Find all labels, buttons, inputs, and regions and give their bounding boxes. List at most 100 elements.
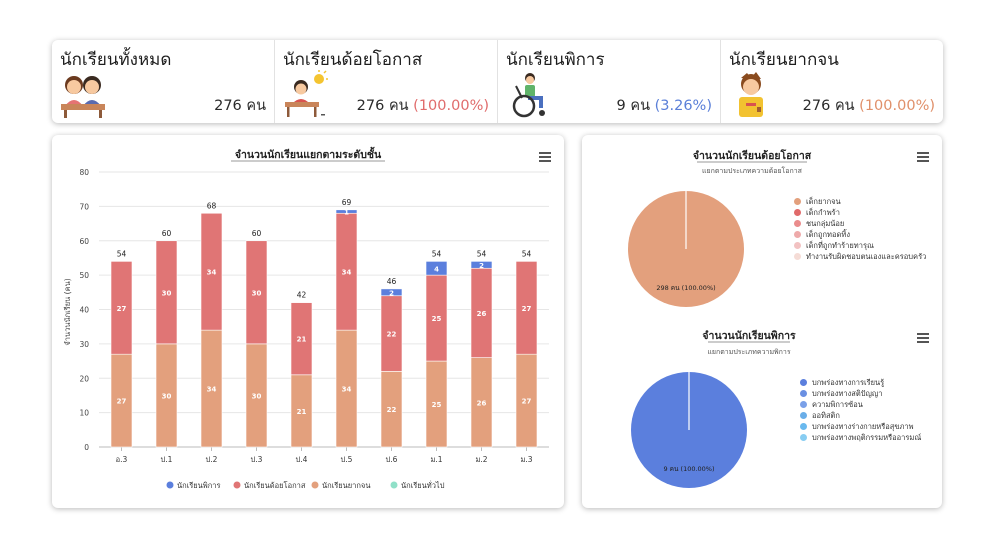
legend-swatch: [233, 481, 241, 489]
bar-data-label: 34: [207, 386, 217, 394]
legend-swatch: [794, 209, 801, 216]
legend-item[interactable]: นักเรียนพิการ: [166, 481, 221, 490]
bar-data-label: 2: [479, 262, 484, 270]
legend-swatch: [794, 220, 801, 227]
legend-item[interactable]: ทำงานรับผิดชอบตนเองและครอบครัว: [794, 251, 926, 262]
bar-legend[interactable]: นักเรียนพิการ นักเรียนด้อยโอกาส นักเรียนยา…: [166, 480, 445, 490]
stat-title: นักเรียนยากจน: [729, 50, 839, 70]
legend-item[interactable]: นักเรียนยากจน: [311, 481, 371, 490]
bar-data-label: 25: [432, 315, 442, 323]
legend-item[interactable]: บกพร่องทางพฤติกรรมหรืออารมณ์: [800, 432, 921, 443]
legend-label: นักเรียนพิการ: [177, 481, 221, 490]
x-tick-label: ป.4: [296, 455, 308, 464]
x-tick-label: ป.2: [206, 455, 218, 464]
x-tick-label: ป.3: [251, 455, 263, 464]
legend-swatch: [800, 423, 807, 430]
pie-data-label: 298 คน (100.00%): [656, 284, 715, 292]
legend-swatch: [800, 412, 807, 419]
legend-item[interactable]: บกพร่องทางการเรียนรู้: [800, 377, 921, 388]
bar-segment-disabled[interactable]: [425, 261, 448, 276]
pie-charts: จำนวนนักเรียนด้อยโอกาส แยกตามประเภทความด…: [628, 149, 812, 488]
bar-chart: จำนวนนักเรียนแยกตามระดับชั้น จำนวนนักเรี…: [63, 146, 549, 490]
bar-data-label: 1: [344, 209, 349, 217]
pie1-subtitle: แยกตามประเภทความด้อยโอกาส: [702, 166, 803, 175]
bar-data-label: 21: [297, 408, 307, 416]
bar-segment-disadvantaged[interactable]: [515, 261, 538, 355]
legend-label: นักเรียนทั่วไป: [401, 480, 445, 490]
pie1-legend[interactable]: เด็กยากจนเด็กกำพร้า ชนกลุ่มน้อย เด็กถูกทอด…: [794, 196, 926, 262]
legend-label: เด็กยากจน: [806, 197, 841, 206]
bar-segment-disabled[interactable]: [380, 288, 403, 297]
bar-segment-disadvantaged[interactable]: [290, 302, 313, 376]
legend-swatch: [800, 401, 807, 408]
y-tick-label: 80: [79, 168, 89, 177]
bar-data-label: 30: [162, 392, 172, 400]
legend-item[interactable]: บกพร่องทางร่างกายหรือสุขภาพ: [800, 421, 921, 432]
menu-icon[interactable]: [917, 333, 929, 343]
bar-data-label: 2: [389, 289, 394, 297]
legend-label: เด็กถูกทอดทิ้ง: [806, 230, 850, 239]
menu-icon[interactable]: [539, 152, 551, 162]
bar-segment-disadvantaged[interactable]: [110, 261, 133, 355]
legend-item[interactable]: เด็กถูกทอดทิ้ง: [794, 229, 926, 240]
bar-chart-y-label: จำนวนนักเรียน (คน): [63, 278, 72, 345]
bar-data-label: 4: [434, 265, 439, 273]
bar-total-label: 54: [432, 249, 442, 258]
bar-total-label: 69: [342, 198, 352, 207]
legend-swatch: [311, 481, 319, 489]
pie2-legend[interactable]: บกพร่องทางการเรียนรู้ บกพร่องทางสติปัญญาค…: [800, 377, 921, 443]
bar-data-label: 22: [387, 406, 397, 414]
legend-item[interactable]: เด็กยากจน: [794, 196, 926, 207]
legend-item[interactable]: เด็กกำพร้า: [794, 207, 926, 218]
legend-item[interactable]: นักเรียนด้อยโอกาส: [233, 481, 306, 490]
legend-item[interactable]: ออทิสติก: [800, 410, 921, 421]
stat-disabled-students: นักเรียนพิการ 9 คน (3.26%): [498, 40, 721, 123]
legend-swatch: [390, 481, 398, 489]
legend-item[interactable]: นักเรียนทั่วไป: [390, 480, 445, 490]
y-tick-label: 30: [79, 340, 89, 349]
bar-total-label: 54: [522, 249, 532, 258]
legend-swatch: [800, 379, 807, 386]
menu-icon[interactable]: [917, 152, 929, 162]
bar-segment-disadvantaged[interactable]: [200, 212, 223, 331]
bar-segment-disabled[interactable]: [470, 261, 493, 269]
bar-data-label: 34: [342, 269, 352, 277]
y-tick-label: 50: [79, 271, 89, 280]
bar-data-label: 27: [522, 398, 532, 406]
stat-title: นักเรียนพิการ: [506, 50, 605, 70]
y-tick-label: 10: [79, 409, 89, 418]
legend-swatch: [794, 231, 801, 238]
bar-data-label: 30: [162, 289, 172, 297]
legend-item[interactable]: เด็กที่ถูกทำร้ายทารุณ: [794, 240, 926, 251]
x-tick-label: ม.3: [520, 455, 532, 464]
bar-series: อ.3 27 27 54 ป.1 30 30 60 ป.2 34 34 68 ป.3 30 30 60 ป.4 2…: [110, 198, 538, 464]
y-tick-label: 20: [79, 374, 89, 383]
x-tick-label: ม.1: [430, 455, 442, 464]
x-tick-label: ป.1: [161, 455, 173, 464]
stat-value: 9 คน (3.26%): [616, 98, 712, 114]
stat-value: 276 คน: [214, 98, 266, 114]
bar-total-label: 60: [252, 229, 262, 238]
pie1-title: จำนวนนักเรียนด้อยโอกาส: [693, 149, 812, 162]
bar-data-label: 26: [477, 310, 487, 318]
bar-chart-card: จำนวนนักเรียนแยกตามระดับชั้น จำนวนนักเรี…: [52, 135, 564, 508]
bar-data-label: 27: [117, 305, 127, 313]
legend-item[interactable]: ความพิการซ้อน: [800, 399, 921, 410]
bar-segment-disadvantaged[interactable]: [155, 240, 178, 345]
bar-chart-title: จำนวนนักเรียนแยกตามระดับชั้น: [235, 146, 382, 161]
legend-swatch: [794, 198, 801, 205]
legend-swatch: [800, 390, 807, 397]
bar-segment-disabled[interactable]: [335, 209, 358, 214]
bar-data-label: 30: [252, 289, 262, 297]
legend-item[interactable]: บกพร่องทางสติปัญญา: [800, 388, 921, 399]
pie1: 298 คน (100.00%): [628, 191, 744, 307]
legend-label: เด็กกำพร้า: [806, 208, 840, 217]
legend-label: ทำงานรับผิดชอบตนเองและครอบครัว: [806, 252, 927, 261]
wheelchair-icon: [512, 73, 545, 118]
legend-label: บกพร่องทางร่างกายหรือสุขภาพ: [812, 422, 914, 431]
legend-item[interactable]: ชนกลุ่มน้อย: [794, 218, 926, 229]
bar-data-label: 34: [342, 386, 352, 394]
bar-segment-disadvantaged[interactable]: [245, 240, 268, 345]
pie-data-label: 9 คน (100.00%): [663, 465, 714, 473]
bar-data-label: 22: [387, 331, 397, 339]
